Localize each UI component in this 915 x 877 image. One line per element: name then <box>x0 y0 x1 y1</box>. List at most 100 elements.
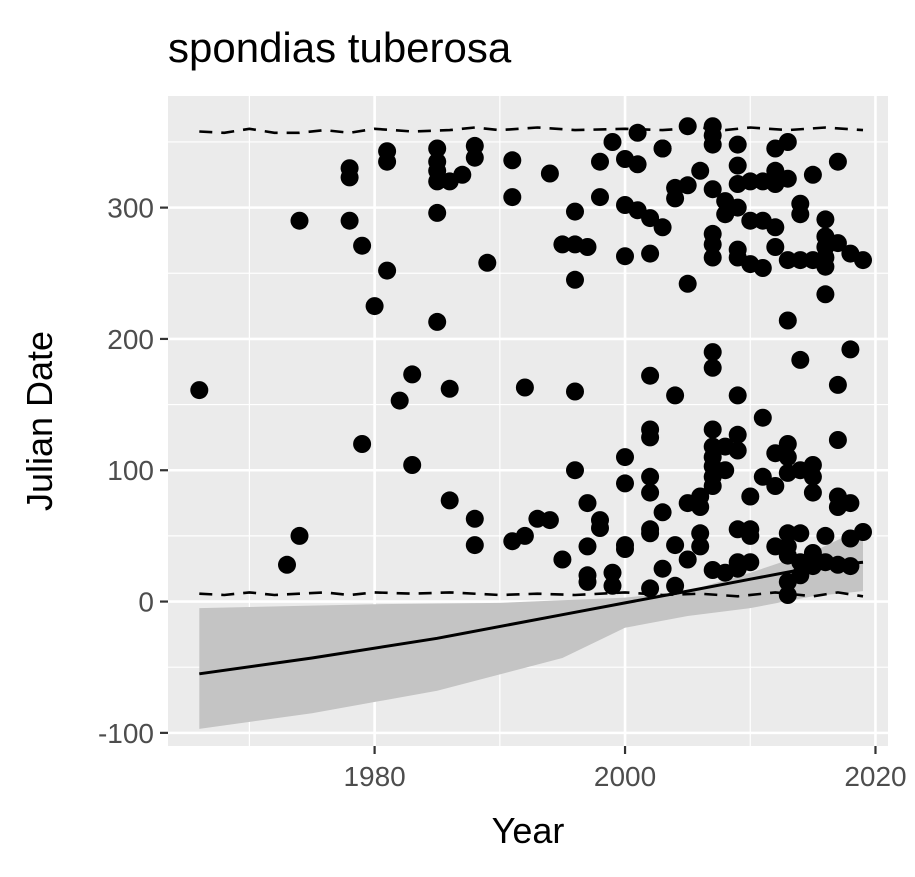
data-point <box>566 270 584 289</box>
data-point <box>854 523 872 541</box>
data-point <box>428 172 447 191</box>
data-point <box>816 285 835 304</box>
data-point <box>653 218 672 237</box>
data-point <box>766 238 785 256</box>
data-point <box>703 420 722 439</box>
data-point <box>766 218 785 237</box>
data-point <box>678 117 697 136</box>
x-tick-label: 2020 <box>844 761 906 792</box>
data-point <box>828 375 847 394</box>
data-point <box>666 576 685 595</box>
data-point <box>616 540 634 558</box>
data-point <box>828 152 847 171</box>
data-point <box>741 487 760 506</box>
data-point <box>591 152 609 171</box>
data-point <box>641 467 660 486</box>
data-point <box>190 381 209 400</box>
data-point <box>378 142 397 161</box>
data-point <box>703 358 722 377</box>
data-point <box>778 586 797 604</box>
data-point <box>678 274 697 293</box>
data-point <box>503 151 522 170</box>
data-point <box>553 550 572 569</box>
data-point <box>828 234 847 253</box>
data-point <box>641 524 660 543</box>
data-point <box>703 248 722 267</box>
data-point <box>803 165 822 184</box>
data-point <box>566 202 584 221</box>
data-point <box>465 536 484 555</box>
data-point <box>703 235 722 254</box>
data-point <box>641 579 660 598</box>
y-tick-label: 300 <box>107 193 154 224</box>
data-point <box>591 519 609 537</box>
data-point <box>728 425 747 444</box>
data-point <box>465 509 484 528</box>
data-point <box>691 524 710 543</box>
data-point <box>566 382 584 401</box>
x-tick-label: 1980 <box>343 761 405 792</box>
data-point <box>778 524 797 543</box>
data-point <box>716 461 735 480</box>
data-point <box>791 566 810 585</box>
data-point <box>603 133 622 151</box>
data-point <box>791 205 810 224</box>
data-point <box>703 135 722 154</box>
data-point <box>691 161 710 180</box>
data-point <box>553 235 572 254</box>
data-point <box>841 557 860 576</box>
y-axis: -100 0 100 200 300 <box>98 193 168 749</box>
data-point <box>791 350 810 369</box>
data-point <box>803 544 822 562</box>
data-point <box>403 456 422 474</box>
y-tick-label: -100 <box>98 718 154 749</box>
data-point <box>440 379 459 398</box>
y-axis-title: Julian Date <box>19 331 60 511</box>
quantile-lines-layer <box>199 126 864 598</box>
data-point <box>816 257 835 276</box>
confidence-band-layer <box>199 528 864 729</box>
data-point <box>728 135 747 154</box>
data-point <box>578 572 597 591</box>
data-point <box>728 441 747 460</box>
y-tick-label: 0 <box>138 587 154 618</box>
data-point <box>766 537 785 556</box>
confidence-band <box>199 528 864 729</box>
data-point <box>503 188 522 207</box>
data-point <box>453 165 472 184</box>
data-point <box>703 343 722 362</box>
data-point <box>591 188 609 207</box>
x-axis: 1980 2000 2020 <box>343 746 907 792</box>
data-point <box>841 494 860 513</box>
data-point <box>803 483 822 502</box>
data-point <box>353 236 372 255</box>
x-tick-label: 2000 <box>594 761 656 792</box>
data-point <box>340 159 359 178</box>
data-point <box>728 386 747 405</box>
data-point <box>603 576 622 595</box>
data-point <box>778 448 797 467</box>
data-point <box>778 311 797 330</box>
data-point <box>741 553 760 572</box>
data-point <box>478 253 497 272</box>
data-point <box>641 428 660 447</box>
data-point <box>828 431 847 449</box>
data-point <box>440 491 459 510</box>
data-point <box>791 251 810 270</box>
data-point <box>791 524 810 543</box>
data-point <box>465 148 484 167</box>
data-point <box>641 483 660 502</box>
data-point <box>741 172 760 191</box>
data-point <box>816 210 835 229</box>
data-point <box>666 386 685 405</box>
data-point <box>641 209 660 228</box>
data-point <box>753 259 772 277</box>
data-point <box>616 247 634 266</box>
data-point <box>666 189 685 208</box>
data-point <box>653 503 672 522</box>
data-point <box>428 139 447 158</box>
trend-line-layer <box>199 560 864 676</box>
data-point <box>628 155 647 174</box>
data-point <box>753 467 772 486</box>
